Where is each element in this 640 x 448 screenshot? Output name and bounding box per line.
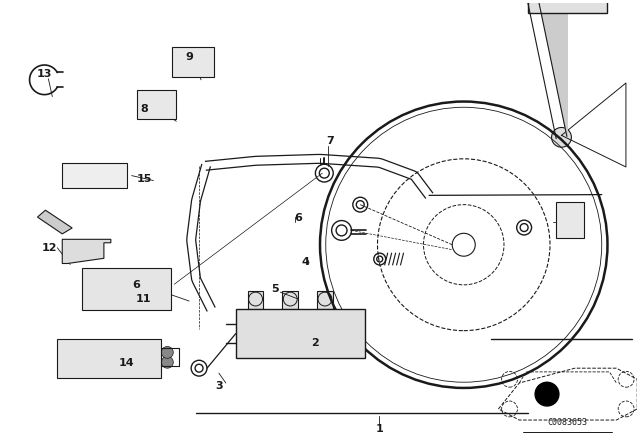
Bar	[172, 47, 214, 77]
Bar	[74, 359, 84, 374]
Bar	[94, 167, 101, 185]
Bar	[62, 163, 127, 189]
Text: 3: 3	[215, 381, 223, 391]
Bar	[88, 359, 98, 374]
Circle shape	[161, 356, 173, 368]
Circle shape	[106, 290, 114, 298]
Text: 6: 6	[294, 213, 302, 223]
Bar	[70, 167, 77, 185]
Text: 13: 13	[36, 69, 52, 79]
Bar	[236, 309, 365, 358]
Bar	[528, 0, 607, 13]
Bar	[248, 291, 264, 309]
Text: 14: 14	[119, 358, 134, 368]
Text: C0083653: C0083653	[548, 418, 588, 427]
Circle shape	[122, 290, 130, 298]
Text: 11: 11	[136, 294, 151, 304]
Bar	[102, 359, 112, 374]
Bar	[143, 359, 154, 374]
Bar	[82, 167, 89, 185]
Bar	[136, 90, 176, 119]
Text: 4: 4	[301, 257, 309, 267]
Bar	[58, 339, 161, 378]
Circle shape	[535, 382, 559, 406]
Polygon shape	[62, 239, 111, 263]
Text: 9: 9	[185, 52, 193, 62]
Text: 8: 8	[141, 104, 148, 114]
Text: 7: 7	[326, 136, 334, 146]
Bar	[130, 359, 140, 374]
Bar	[82, 268, 172, 310]
Text: 10: 10	[562, 217, 577, 227]
Circle shape	[153, 96, 170, 113]
Text: 5: 5	[271, 284, 279, 294]
Circle shape	[90, 290, 98, 298]
Circle shape	[192, 53, 210, 71]
Bar	[116, 359, 125, 374]
Bar	[556, 202, 584, 238]
Circle shape	[161, 346, 173, 358]
Text: 2: 2	[311, 339, 319, 349]
Bar	[60, 359, 70, 374]
Bar	[317, 291, 333, 309]
Circle shape	[552, 128, 572, 147]
Bar	[118, 167, 125, 185]
Text: 6: 6	[132, 280, 141, 290]
Bar	[282, 291, 298, 309]
Bar	[106, 167, 113, 185]
Text: 15: 15	[137, 173, 152, 184]
Text: 1: 1	[376, 424, 383, 435]
Text: 12: 12	[42, 243, 57, 253]
Polygon shape	[38, 210, 72, 234]
